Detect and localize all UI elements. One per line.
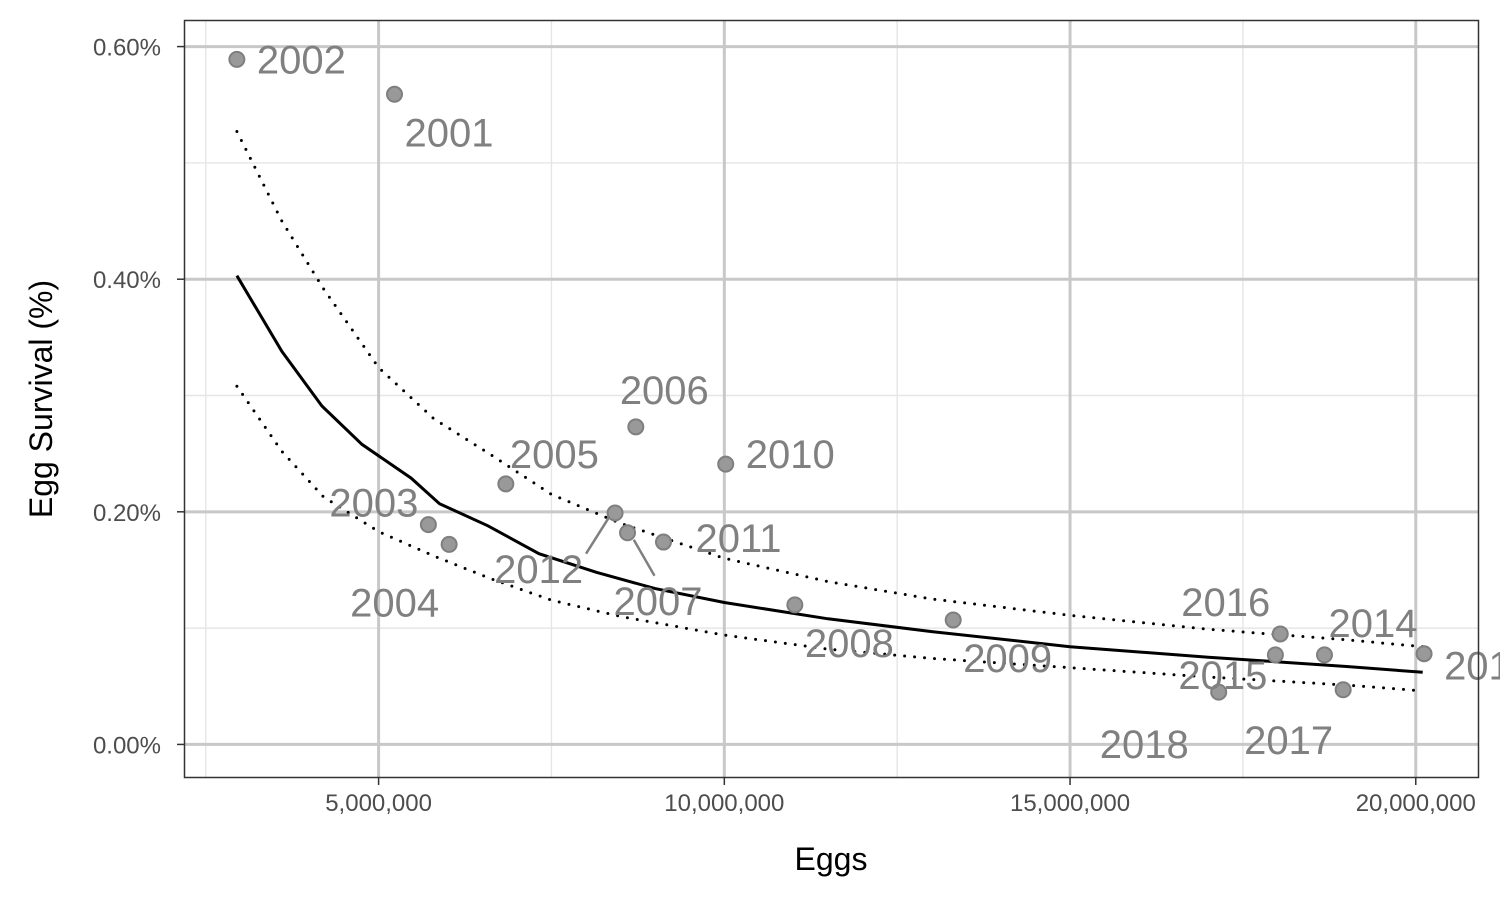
data-point-2013 (1415, 645, 1433, 663)
x-tick-labels: 5,000,000 10,000,000 15,000,000 20,000,000 (325, 790, 1476, 817)
data-point-2002 (228, 50, 246, 68)
data-point-2018 (1210, 683, 1228, 701)
y-tick-label: 0.00% (93, 732, 161, 759)
data-point-2006 (627, 418, 645, 436)
data-point-2017 (1334, 681, 1352, 699)
x-tick-label: 5,000,000 (325, 790, 432, 817)
data-point-2016 (1271, 625, 1289, 643)
data-point-2008 (786, 596, 804, 614)
data-point-2014 (1315, 646, 1333, 664)
point-label-2010: 2010 (746, 433, 835, 477)
minor-gridlines (185, 21, 1478, 777)
data-point-2003 (419, 516, 437, 534)
data-point-2004 (440, 535, 458, 553)
y-tick-label: 0.60% (93, 35, 161, 62)
x-tick-label: 10,000,000 (664, 790, 784, 817)
point-label-2008: 2008 (805, 622, 894, 666)
point-label-2007: 2007 (614, 580, 703, 624)
y-tick-labels: 0.00% 0.20% 0.40% 0.60% (93, 35, 161, 760)
data-point-2007 (619, 524, 637, 542)
label-connector-2007 (632, 539, 656, 577)
point-label-2017: 2017 (1244, 719, 1333, 763)
point-label-2011: 2011 (695, 517, 781, 561)
fit-curves (235, 130, 1425, 693)
data-point-2015 (1266, 646, 1284, 664)
point-label-2014: 2014 (1328, 602, 1417, 646)
point-label-2003: 2003 (329, 482, 418, 526)
point-label-2018: 2018 (1100, 723, 1189, 767)
y-axis-title: Egg Survival (%) (23, 280, 59, 518)
point-labels: 2001 2002 2003 2004 2005 2006 2007 2008 2009 2010… (257, 38, 1500, 767)
point-label-2004: 2004 (350, 581, 439, 625)
plot-panel-border (183, 19, 1480, 779)
point-label-2002: 2002 (257, 38, 346, 82)
data-point-2010 (717, 455, 735, 473)
point-label-2016: 2016 (1181, 581, 1270, 625)
label-connectors (584, 515, 656, 577)
point-label-2013: 2013 (1444, 645, 1500, 689)
point-label-2012: 2012 (494, 548, 583, 592)
y-tick-label: 0.40% (93, 267, 161, 294)
point-label-2005: 2005 (510, 433, 599, 477)
point-label-2006: 2006 (620, 369, 709, 413)
major-gridlines (185, 21, 1478, 777)
data-point-2009 (944, 611, 962, 629)
label-connector-2012 (584, 515, 611, 555)
data-point-2011 (654, 533, 672, 551)
x-tick-label: 20,000,000 (1356, 790, 1476, 817)
x-tick-label: 15,000,000 (1010, 790, 1130, 817)
y-tick-label: 0.20% (93, 500, 161, 527)
data-point-2001 (386, 85, 404, 103)
axis-ticks (177, 45, 1417, 785)
data-points (228, 50, 1433, 701)
point-label-2001: 2001 (405, 111, 494, 155)
data-point-2005 (497, 475, 515, 493)
point-label-2009: 2009 (963, 637, 1052, 681)
data-point-2012 (606, 504, 624, 522)
point-label-2015: 2015 (1178, 654, 1267, 698)
x-axis-title: Eggs (795, 841, 868, 877)
confidence-bound-line (235, 130, 1425, 649)
fitted-curve-line (235, 274, 1423, 674)
